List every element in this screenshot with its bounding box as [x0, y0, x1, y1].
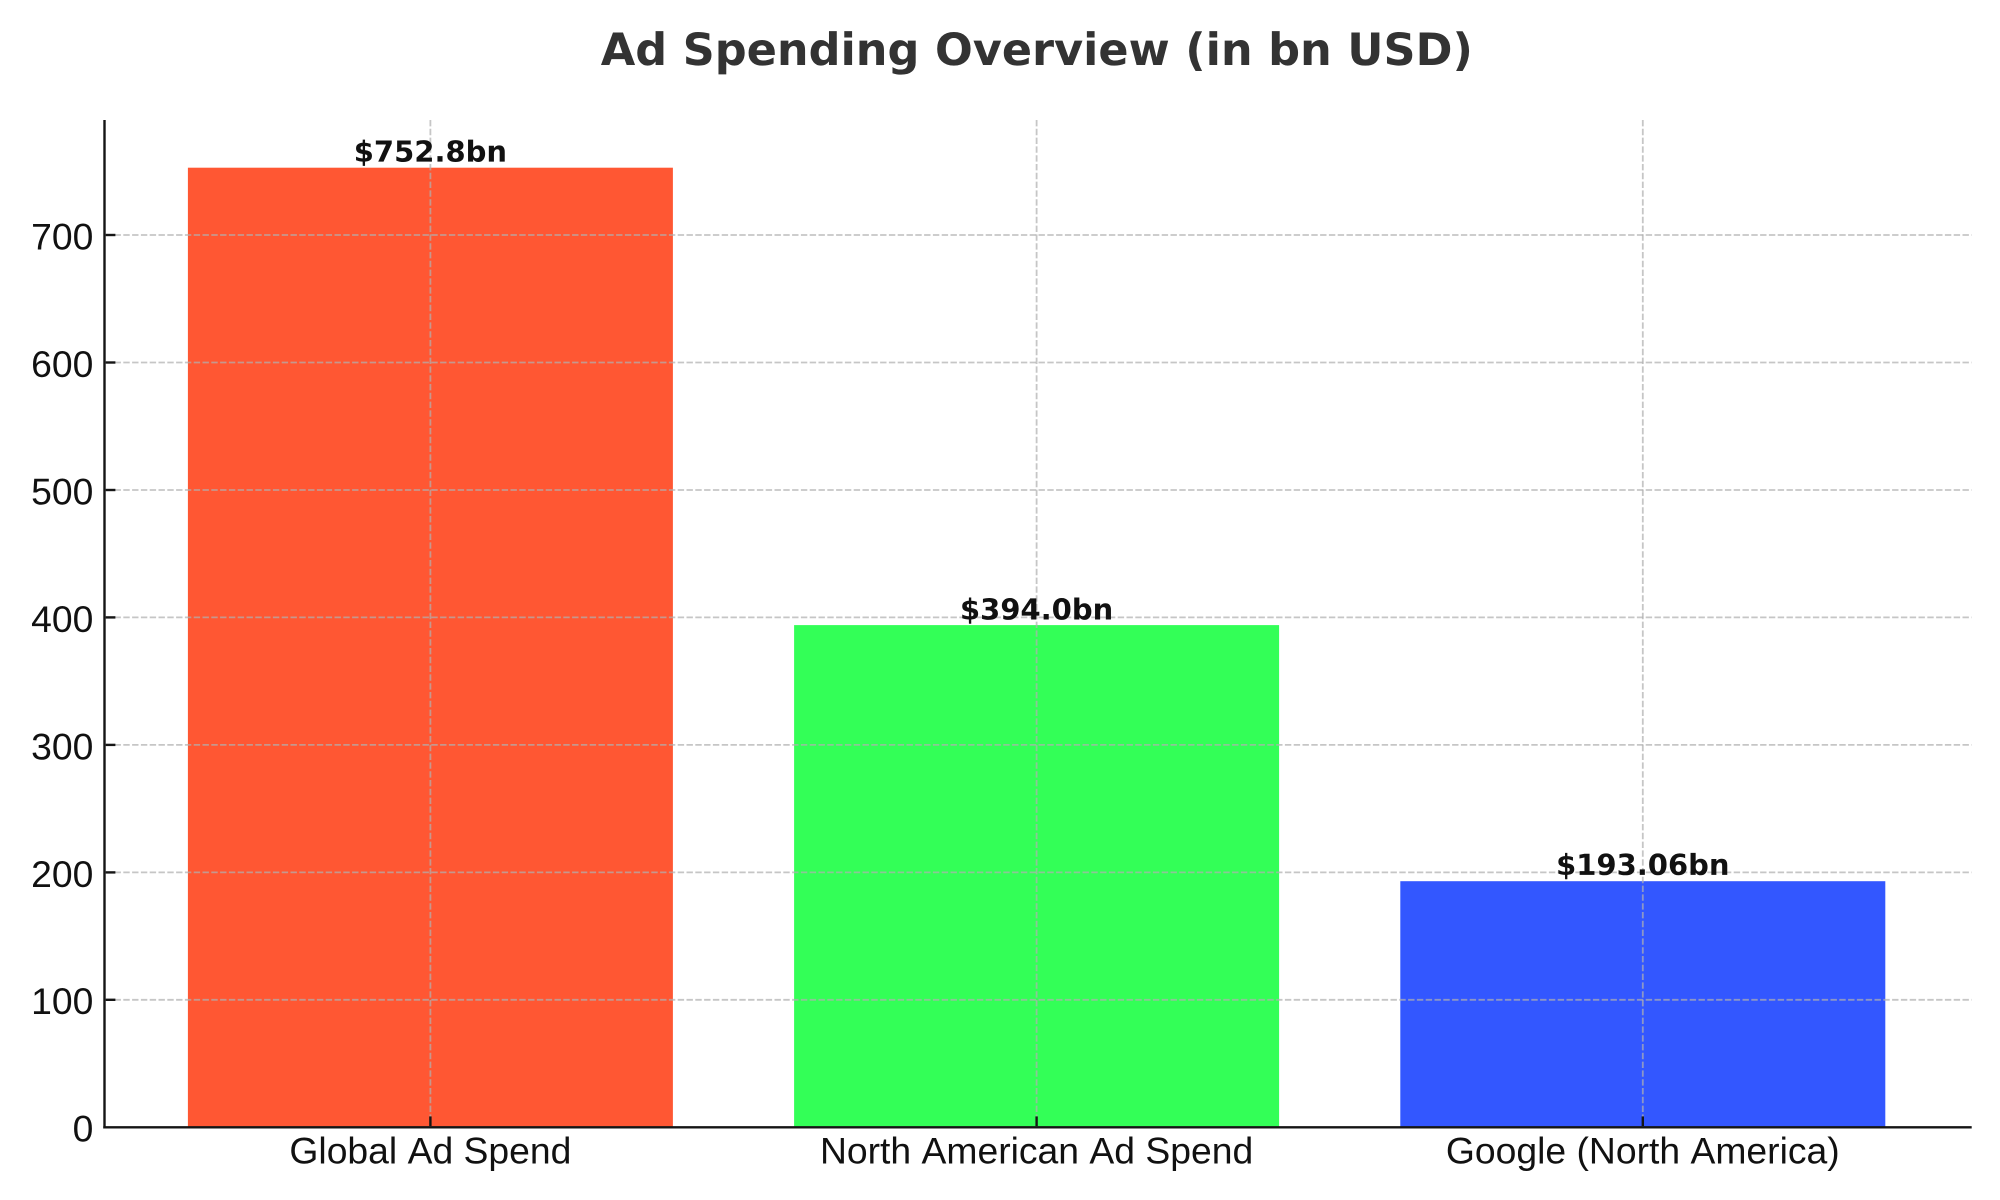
svg-text:300: 300	[31, 725, 93, 767]
svg-text:500: 500	[31, 470, 93, 512]
svg-text:200: 200	[31, 853, 93, 895]
svg-text:North American Ad Spend: North American Ad Spend	[820, 1129, 1253, 1171]
svg-text:700: 700	[31, 215, 93, 257]
svg-text:600: 600	[31, 343, 93, 385]
svg-text:400: 400	[31, 598, 93, 640]
svg-text:Global Ad Spend: Global Ad Spend	[289, 1129, 571, 1171]
svg-text:Google (North America): Google (North America)	[1446, 1129, 1840, 1171]
svg-text:0: 0	[73, 1108, 94, 1150]
svg-text:100: 100	[31, 980, 93, 1022]
